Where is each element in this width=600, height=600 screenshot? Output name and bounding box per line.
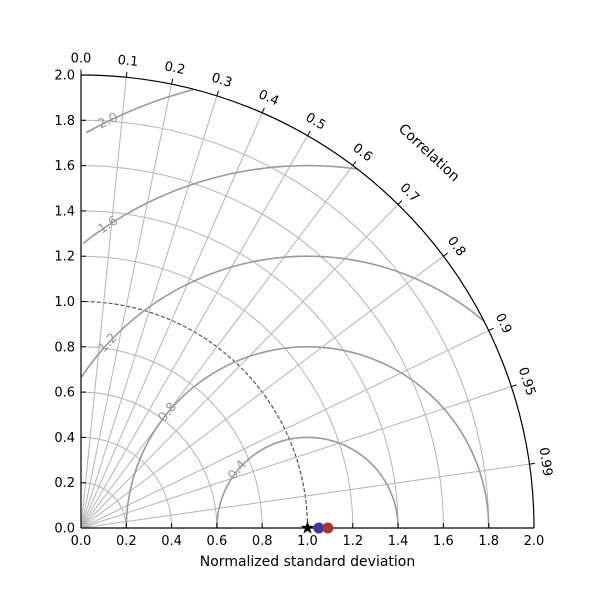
correlation-grid-line (80, 330, 489, 529)
std-grid-arc (80, 165, 444, 529)
x-tick-label: 1.6 (433, 534, 454, 549)
std-grid-arc (80, 346, 263, 529)
outer-arc (80, 74, 535, 529)
x-tick-label: 0.2 (116, 534, 137, 549)
grid-layer (80, 77, 530, 529)
correlation-grid-line (80, 463, 530, 529)
x-tick-label: 0.4 (161, 534, 182, 549)
correlation-tick-mark (529, 462, 535, 465)
x-tick-label: 1.8 (478, 534, 499, 549)
x-axis-title: Normalized standard deviation (200, 554, 415, 570)
reference-star-marker (300, 521, 315, 534)
correlation-tick-mark (216, 90, 220, 97)
model-point (322, 522, 334, 534)
y-tick-label: 1.4 (54, 204, 75, 219)
correlation-grid-line (80, 84, 173, 529)
correlation-tick-mark (125, 71, 128, 78)
correlation-tick-label: 0.95 (515, 366, 538, 398)
correlation-grid-line (80, 165, 354, 529)
x-tick-label: 0.6 (207, 534, 228, 549)
correlation-axis-title: Correlation (395, 121, 462, 185)
y-tick-label: 1.8 (54, 114, 75, 129)
correlation-grid-line (80, 255, 444, 529)
correlation-tick-mark (443, 252, 449, 257)
correlation-tick-mark (307, 130, 311, 136)
correlation-tick-mark (397, 200, 403, 205)
correlation-tick-label: 0.8 (444, 234, 468, 260)
x-tick-label: 1.0 (297, 534, 318, 549)
y-tick-label: 0.2 (54, 476, 75, 491)
rms-contour-label: 1.6 (95, 213, 121, 237)
correlation-tick-label: 0.99 (536, 446, 555, 477)
rms-contour (82, 164, 358, 245)
y-tick-label: 0.4 (54, 431, 75, 446)
correlation-tick-label: 0.9 (492, 311, 515, 336)
rms-contour (80, 255, 485, 378)
rms-contour (85, 88, 194, 134)
correlation-tick-mark (352, 160, 357, 166)
correlation-grid-line (80, 77, 127, 529)
correlation-grid-line (80, 135, 308, 529)
correlation-tick-label: 0.1 (117, 53, 139, 70)
std-grid-arc (80, 210, 399, 529)
correlation-tick-mark (488, 327, 494, 331)
data-point-layer (300, 521, 334, 534)
x-tick-label: 1.2 (342, 534, 363, 549)
y-tick-label: 0.0 (54, 522, 75, 537)
rms-contour (125, 345, 490, 529)
correlation-tick-label: 0.4 (256, 87, 281, 109)
correlation-grid-line (80, 386, 512, 529)
correlation-tick-mark (261, 107, 265, 114)
correlation-tick-mark (511, 384, 517, 388)
x-tick-label: 1.4 (388, 534, 409, 549)
y-tick-label: 1.2 (54, 250, 75, 265)
model-point (313, 522, 325, 534)
y-tick-label: 1.6 (54, 159, 75, 174)
correlation-grid-line (80, 95, 218, 529)
x-tick-label: 0.0 (71, 534, 92, 549)
correlation-tick-label: 0.5 (303, 110, 328, 133)
std-grid-arc (80, 119, 490, 529)
reference-std-arc (80, 300, 309, 529)
tick-label-layer: 0.0 0.1 0.20.30.40.50.60.70.80.90.950.990.… (54, 52, 554, 549)
correlation-tick-label: 0.2 (163, 59, 186, 78)
correlation-grid-line (80, 112, 263, 529)
x-tick-label: 0.8 (252, 534, 273, 549)
correlation-tick-label: 0.6 (350, 141, 376, 165)
y-tick-label: 0.8 (54, 340, 75, 355)
correlation-tick-mark (171, 78, 174, 85)
x-tick-label: 2.0 (524, 534, 545, 549)
std-grid-arc (80, 391, 218, 529)
correlation-tick-label: 0.0 (71, 52, 92, 67)
y-tick-label: 0.6 (54, 386, 75, 401)
rms-contour (216, 436, 399, 529)
std-grid-arc (80, 255, 354, 529)
correlation-tick-label: 0.3 (210, 70, 234, 91)
y-tick-label: 1.0 (54, 295, 75, 310)
y-tick-label: 2.0 (54, 69, 75, 84)
rms-contour-label: 2.0 (96, 110, 121, 133)
frame-layer (80, 69, 535, 529)
